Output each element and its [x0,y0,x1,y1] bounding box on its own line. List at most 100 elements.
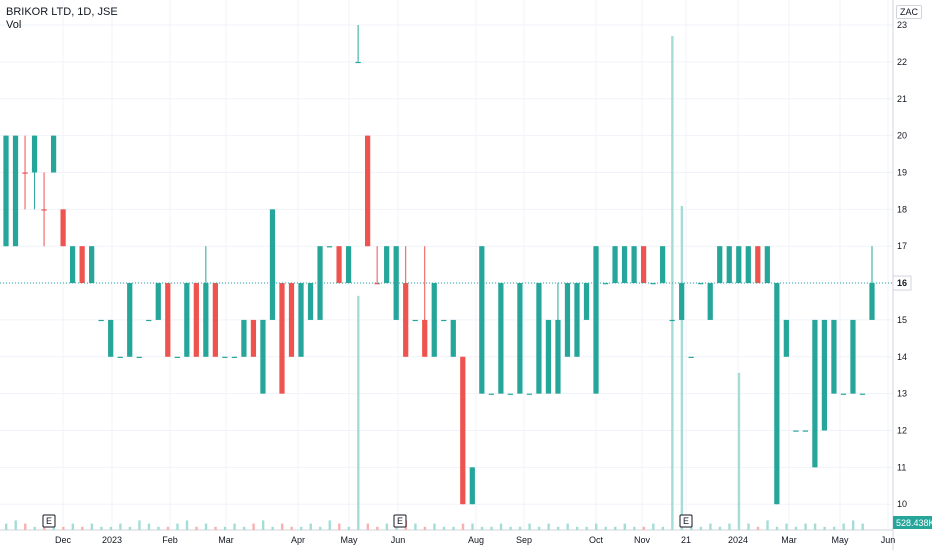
ohlc-bar [640,246,647,284]
volume-bar [128,526,132,530]
ohlc-bar [821,319,828,431]
ohlc-bar [212,283,218,357]
volume-bar [832,526,836,530]
ohlc-bar [526,393,533,395]
x-tick-label: 2023 [102,535,122,545]
x-tick-label: Apr [291,535,305,545]
ohlc-bar [403,283,409,357]
symbol-title: BRIKOR LTD, 1D, JSE [6,6,118,18]
ohlc-bar [136,356,142,358]
x-tick-label: May [340,535,358,545]
ohlc-bar [422,319,428,357]
ohlc-bar [660,246,666,284]
volume-bar [24,523,27,530]
ohlc-bar [279,283,285,394]
volume-label: Vol [6,19,22,31]
y-tick-label: 11 [897,462,906,472]
x-tick-label: 21 [681,535,691,545]
ohlc-bar [745,246,751,284]
ohlc-bar [12,135,19,247]
volume-bar [813,523,817,530]
y-tick-label: 18 [897,204,907,214]
ohlc-bar [288,283,295,357]
ohlc-bar [621,246,628,284]
y-tick-label: 10 [897,499,907,509]
volume-bar [366,523,370,530]
ohlc-bar [764,246,770,284]
ohlc-bar [317,246,323,320]
ohlc-bar [583,283,590,320]
volume-bar [100,526,103,530]
volume-bar [566,523,569,530]
ohlc-bar [384,246,390,284]
volume-bar [623,523,626,530]
earnings-marker-label: E [397,516,403,526]
ohlc-bar [108,319,114,357]
ohlc-bar [365,135,371,247]
ohlc-bar [517,283,523,394]
ohlc-bar [260,319,266,394]
volume-bar [794,526,798,530]
volume-bar [756,526,760,530]
volume-bar [633,526,636,530]
volume-bar [347,526,350,530]
volume-bar [385,523,389,530]
volume-bar [138,520,141,530]
volume-bar [747,523,750,530]
volume-bar [376,526,379,530]
ohlc-bar [469,467,475,505]
volume-bar [442,526,446,530]
ohlc-bar [669,319,675,322]
volume-bar [214,526,217,530]
ohlc-bar [507,393,513,395]
ohlc-bar [859,393,866,395]
ohlc-bar [127,283,133,357]
ohlc-bar [345,246,352,284]
volume-bar [861,523,864,530]
volume-bar [157,526,160,530]
x-tick-label: Nov [634,535,651,545]
ohlc-bar [774,283,780,505]
volume-bar [785,523,788,530]
volume-bar [280,523,284,530]
volume-bar [556,526,560,530]
x-tick-label: Mar [781,535,797,545]
ohlc-bar [707,283,713,320]
volume-bar [842,523,845,530]
x-tick-label: Oct [589,535,604,545]
volume-bar [62,526,65,530]
y-tick-label: 19 [897,167,907,177]
x-tick-label: Feb [162,535,178,545]
ohlc-bar [488,393,494,395]
currency-badge[interactable]: ZAC [896,5,922,19]
volume-bar [414,523,417,530]
volume-bar [319,526,322,530]
ohlc-bar [89,246,95,284]
volume-bar [728,523,731,530]
volume-bar [52,526,55,530]
volume-bar [338,523,341,530]
ohlc-bar [536,283,542,394]
last-volume-box [893,516,932,529]
volume-bar [242,526,246,530]
ohlc-bar [593,246,599,394]
ohlc-bar [174,356,180,358]
volume-bar [223,526,227,530]
y-tick-label: 14 [897,352,907,362]
ohlc-bar [498,283,504,394]
y-tick-label: 21 [897,94,907,104]
volume-bar [604,526,607,530]
ohlc-bar [79,246,85,284]
ohlc-bar [203,283,209,357]
volume-bar [851,520,855,530]
volume-bar [575,526,579,530]
ohlc-bar [307,283,314,320]
volume-bar [14,520,17,530]
volume-bar [766,520,769,530]
volume-bar [595,523,598,530]
volume-bar [537,526,541,530]
earnings-marker [679,514,693,528]
ohlc-bar [184,283,190,357]
